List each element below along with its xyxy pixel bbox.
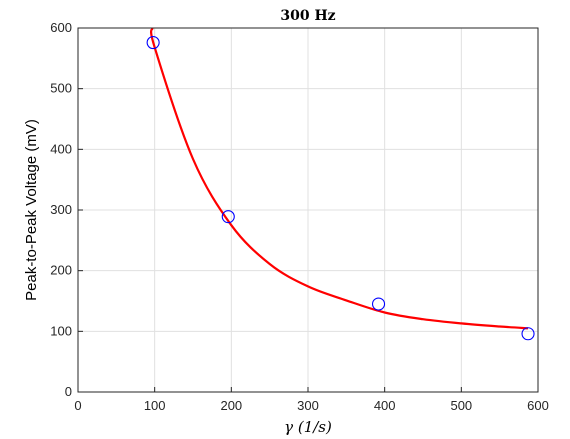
y-tick-label: 200	[50, 263, 72, 278]
y-tick-label: 600	[50, 20, 72, 35]
y-tick-label: 400	[50, 141, 72, 156]
data-point-marker	[371, 297, 386, 311]
data-point-marker	[221, 210, 235, 224]
x-tick-label: 400	[374, 398, 396, 413]
data-point-marker	[521, 327, 535, 341]
x-tick-labels: 0 100 200 300 400 500 600	[74, 387, 549, 413]
y-axis-label: Peak-to-Peak Voltage (mV)	[23, 119, 40, 301]
y-tick-label: 300	[50, 202, 72, 217]
fit-curve-group	[149, 27, 529, 330]
y-tick-label: 0	[65, 384, 72, 399]
fit-curve	[149, 27, 529, 330]
data-point-marker	[146, 36, 160, 50]
y-tick-label: 500	[50, 81, 72, 96]
y-tick-labels: 0 100 200 300 400 500 600	[50, 20, 83, 399]
x-tick-label: 500	[450, 398, 472, 413]
x-tick-label: 600	[527, 398, 549, 413]
y-tick-label: 100	[50, 323, 72, 338]
x-tick-label: 300	[297, 398, 319, 413]
chart-title: 300 Hz	[280, 8, 335, 24]
x-tick-label: 100	[144, 398, 166, 413]
x-tick-label: 0	[74, 398, 81, 413]
x-tick-label: 200	[220, 398, 242, 413]
markers-group	[146, 36, 535, 341]
x-axis-label: γ (1/s)	[284, 418, 332, 436]
